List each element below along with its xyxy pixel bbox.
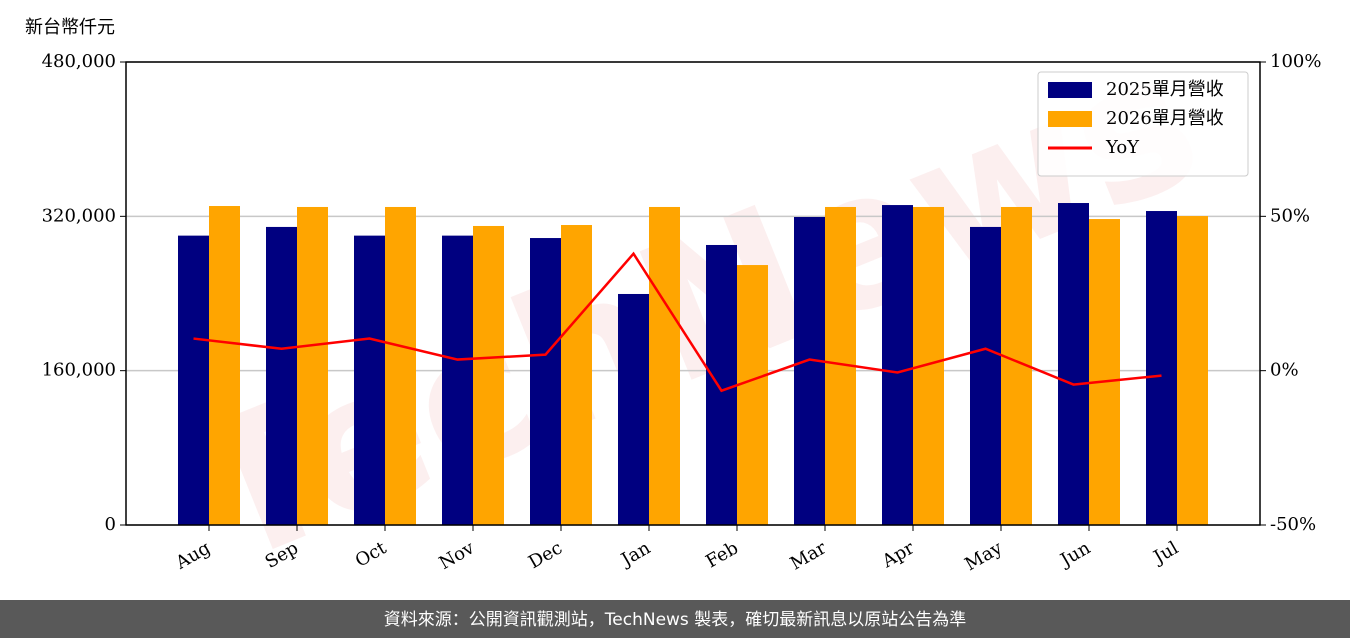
bar	[1177, 216, 1208, 526]
x-tick-label: Jul	[1148, 537, 1182, 569]
x-tick-label: Mar	[787, 537, 831, 574]
bar	[618, 293, 649, 525]
line	[193, 251, 1162, 393]
legend-label: YoY	[1105, 137, 1140, 158]
y2-tick-label: 100%	[1270, 51, 1321, 72]
x-tick-label: Jan	[616, 537, 654, 571]
bar	[297, 206, 328, 525]
plot-frame	[125, 61, 1261, 526]
bar	[706, 244, 737, 526]
bar	[178, 235, 209, 525]
bar	[1146, 211, 1177, 525]
x-tick-label: May	[961, 537, 1006, 575]
footer: 資料來源：公開資訊觀測站，TechNews 製表，確切最新訊息以原站公告為準	[384, 610, 966, 630]
bar	[209, 206, 240, 525]
y-tick-label: 480,000	[42, 51, 116, 72]
bar	[442, 235, 473, 525]
x-tick-label: Feb	[702, 537, 742, 572]
x-tick-label: Dec	[525, 537, 566, 573]
legend-label: 2026單月營收	[1106, 108, 1224, 129]
bar	[354, 235, 385, 525]
y-tick-label: 320,000	[42, 205, 116, 226]
y-unit-label: 新台幣仟元	[25, 17, 115, 38]
y2-tick-label: -50%	[1270, 514, 1316, 535]
y2-tick-label: 0%	[1270, 360, 1299, 381]
x-tick-label: Apr	[878, 537, 918, 572]
bar	[266, 226, 297, 525]
y-tick-label: 160,000	[42, 360, 116, 381]
bar	[882, 205, 913, 525]
legend-swatch	[1048, 82, 1092, 98]
bar	[385, 206, 416, 525]
legend-label: 2025單月營收	[1106, 79, 1224, 100]
bar	[737, 265, 768, 525]
bar	[1089, 219, 1120, 525]
x-tick-label: Aug	[171, 537, 214, 574]
bar	[530, 238, 561, 526]
x-tick-label: Jun	[1055, 537, 1094, 572]
footer-band	[0, 600, 1350, 638]
bar	[970, 226, 1001, 525]
bar	[473, 225, 504, 525]
bar	[649, 206, 680, 525]
y2-tick-label: 50%	[1270, 205, 1310, 226]
bar	[1058, 203, 1089, 525]
bar	[794, 217, 825, 525]
bar	[561, 225, 592, 525]
legend-swatch	[1048, 111, 1092, 127]
x-tick-label: Nov	[436, 537, 479, 574]
y-tick-label: 0	[105, 514, 116, 535]
